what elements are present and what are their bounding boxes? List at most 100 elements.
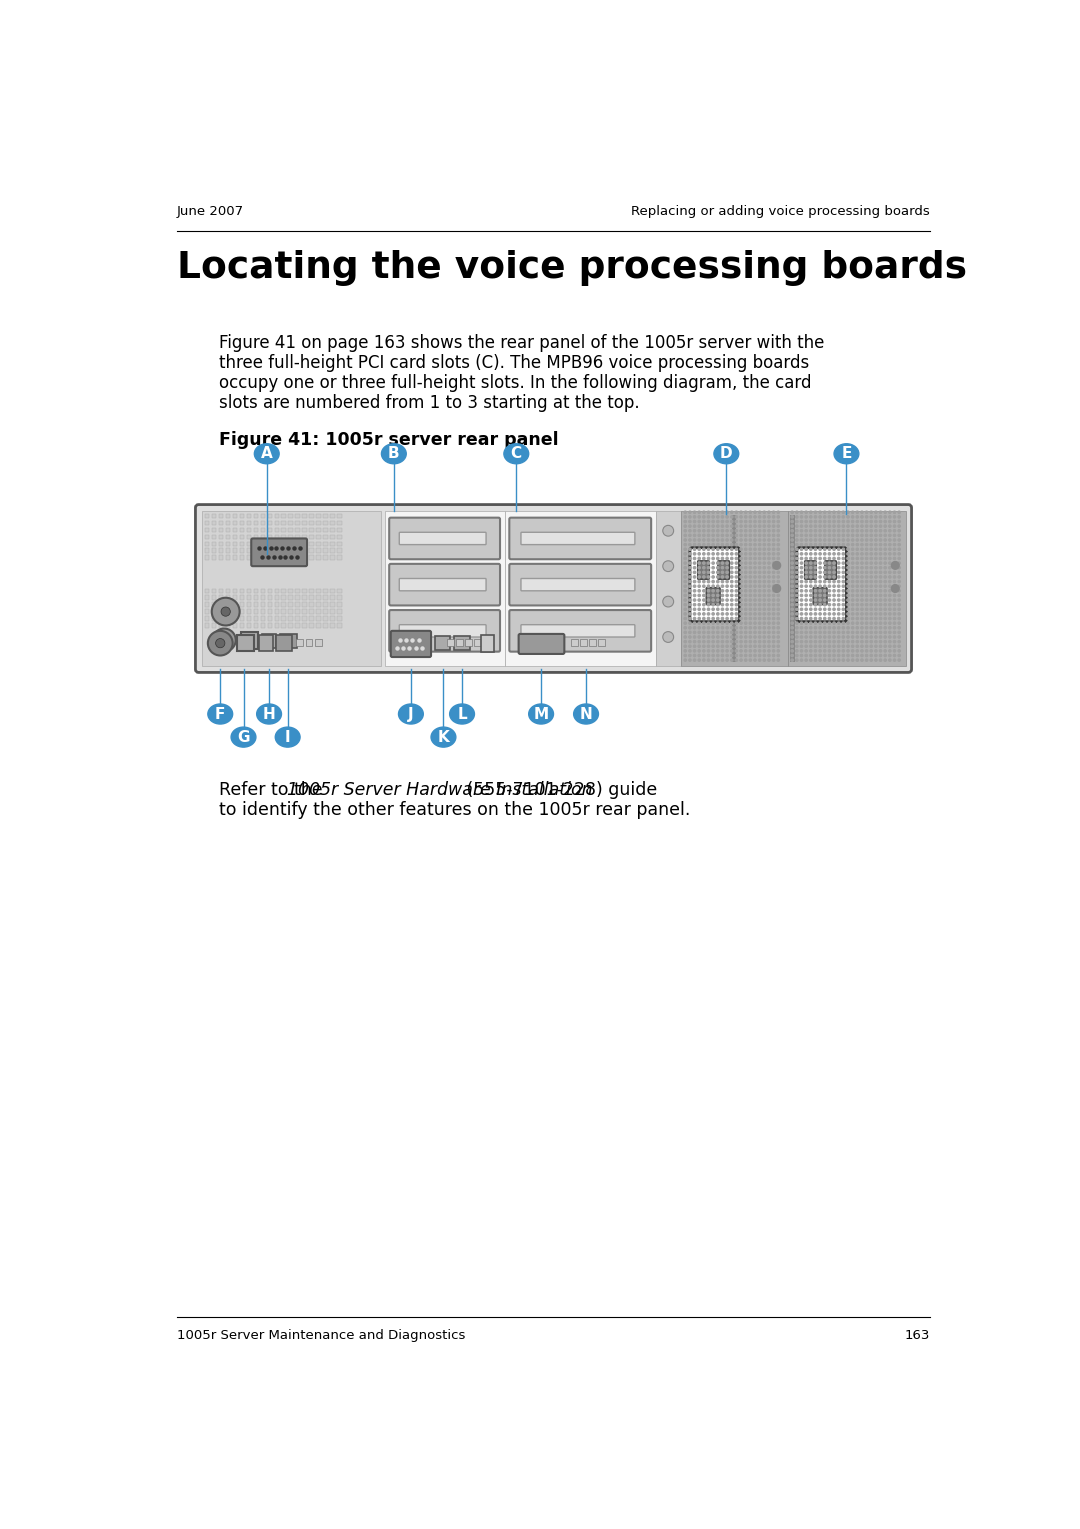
- Circle shape: [842, 622, 845, 624]
- Circle shape: [796, 609, 798, 610]
- FancyBboxPatch shape: [521, 532, 635, 544]
- Circle shape: [805, 524, 808, 528]
- Bar: [330, 535, 335, 540]
- Circle shape: [897, 641, 901, 642]
- Circle shape: [842, 534, 845, 537]
- Circle shape: [754, 576, 756, 578]
- Circle shape: [865, 659, 867, 661]
- Circle shape: [791, 627, 794, 628]
- Circle shape: [800, 529, 802, 532]
- Circle shape: [778, 563, 780, 564]
- Circle shape: [796, 576, 798, 578]
- Circle shape: [740, 631, 742, 633]
- Circle shape: [814, 563, 816, 564]
- Bar: [212, 541, 216, 546]
- Circle shape: [768, 604, 770, 605]
- Bar: [330, 541, 335, 546]
- Circle shape: [875, 618, 877, 619]
- Circle shape: [885, 636, 887, 638]
- Circle shape: [768, 613, 770, 615]
- Circle shape: [791, 595, 794, 596]
- Circle shape: [689, 622, 691, 624]
- Text: to identify the other features on the 1005r rear panel.: to identify the other features on the 10…: [218, 801, 690, 820]
- Bar: [288, 609, 293, 615]
- Bar: [296, 549, 300, 553]
- Circle shape: [768, 645, 770, 647]
- Circle shape: [764, 552, 766, 555]
- Bar: [246, 528, 252, 532]
- Circle shape: [712, 618, 714, 619]
- Circle shape: [814, 604, 816, 605]
- Circle shape: [750, 534, 752, 537]
- Bar: [218, 624, 224, 628]
- Circle shape: [721, 618, 724, 619]
- Bar: [288, 589, 293, 593]
- Circle shape: [837, 552, 840, 555]
- FancyBboxPatch shape: [521, 625, 635, 638]
- Circle shape: [814, 534, 816, 537]
- Bar: [323, 514, 328, 518]
- Circle shape: [754, 543, 756, 546]
- Circle shape: [778, 645, 780, 647]
- Circle shape: [805, 563, 808, 564]
- Circle shape: [689, 572, 691, 573]
- Circle shape: [744, 609, 747, 610]
- Bar: [254, 514, 258, 518]
- Circle shape: [750, 586, 752, 587]
- Circle shape: [851, 659, 854, 661]
- Circle shape: [730, 581, 733, 583]
- Circle shape: [824, 557, 826, 560]
- Circle shape: [684, 645, 687, 647]
- Circle shape: [865, 515, 867, 518]
- Circle shape: [828, 511, 831, 514]
- Bar: [302, 602, 307, 607]
- Circle shape: [768, 576, 770, 578]
- Circle shape: [740, 515, 742, 518]
- Circle shape: [735, 609, 738, 610]
- Circle shape: [740, 618, 742, 619]
- Circle shape: [744, 654, 747, 656]
- Circle shape: [772, 563, 774, 564]
- Circle shape: [819, 631, 821, 633]
- Circle shape: [800, 590, 802, 592]
- Circle shape: [744, 547, 747, 550]
- Circle shape: [703, 576, 705, 578]
- Circle shape: [865, 636, 867, 638]
- Circle shape: [750, 631, 752, 633]
- Bar: [323, 535, 328, 540]
- Circle shape: [698, 622, 700, 624]
- Circle shape: [684, 511, 687, 514]
- Circle shape: [828, 650, 831, 651]
- Bar: [218, 528, 224, 532]
- FancyBboxPatch shape: [400, 532, 486, 544]
- Circle shape: [721, 609, 724, 610]
- Circle shape: [758, 547, 760, 550]
- Circle shape: [828, 547, 831, 550]
- Circle shape: [703, 515, 705, 518]
- Circle shape: [758, 586, 760, 587]
- Circle shape: [824, 511, 826, 514]
- Bar: [296, 514, 300, 518]
- Circle shape: [828, 636, 831, 638]
- Circle shape: [861, 659, 863, 661]
- FancyBboxPatch shape: [787, 511, 906, 667]
- Circle shape: [764, 581, 766, 583]
- Circle shape: [851, 604, 854, 605]
- Circle shape: [814, 581, 816, 583]
- Circle shape: [805, 613, 808, 615]
- Circle shape: [730, 599, 733, 601]
- Circle shape: [879, 524, 881, 528]
- Circle shape: [800, 534, 802, 537]
- Circle shape: [897, 604, 901, 605]
- Circle shape: [764, 529, 766, 532]
- Circle shape: [730, 576, 733, 578]
- Bar: [254, 595, 258, 599]
- Circle shape: [879, 567, 881, 569]
- Circle shape: [730, 547, 733, 550]
- Circle shape: [754, 520, 756, 523]
- Bar: [212, 624, 216, 628]
- Bar: [288, 541, 293, 546]
- Circle shape: [772, 538, 774, 541]
- Circle shape: [707, 538, 710, 541]
- Circle shape: [819, 586, 821, 587]
